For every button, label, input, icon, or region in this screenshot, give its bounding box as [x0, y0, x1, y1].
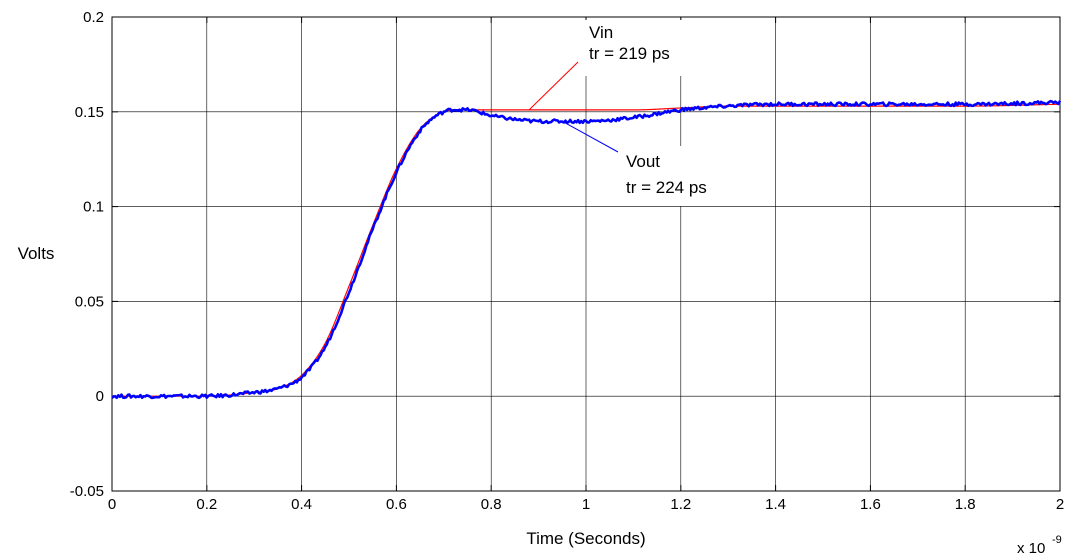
y-tick-label: 0: [96, 388, 104, 405]
x-tick-label: 1: [582, 496, 590, 513]
x-axis-ticks: 0 0.2 0.4 0.6 0.8 1 1.2 1.4 1.6 1.8 2: [108, 17, 1064, 513]
annotation-leader-vin: [528, 61, 579, 111]
series-line-vout: [111, 99, 1062, 400]
annotation-text-vin: Vin: [589, 23, 613, 42]
x-tick-label: 2: [1056, 496, 1064, 513]
x-tick-label: 0: [108, 496, 116, 513]
y-tick-label: 0.15: [75, 104, 104, 121]
y-tick-label: -0.05: [70, 483, 104, 500]
x-tick-label: 0.6: [386, 496, 407, 513]
x-scale-multiplier: x 10: [1017, 540, 1045, 557]
grid-lines: [112, 17, 1060, 491]
annotation-background: [582, 20, 702, 76]
series-group: [111, 99, 1062, 400]
x-scale-exponent: -9: [1052, 534, 1062, 546]
annotation-text-vout: Vout: [626, 152, 660, 171]
annotation-background: [606, 146, 746, 206]
x-tick-label: 0.2: [196, 496, 217, 513]
annotation-text-vout: tr = 224 ps: [626, 178, 707, 197]
x-tick-label: 0.8: [481, 496, 502, 513]
y-tick-label: 0.1: [83, 199, 104, 216]
x-tick-label: 1.8: [955, 496, 976, 513]
x-tick-label: 1.2: [670, 496, 691, 513]
annotation-text-vin: tr = 219 ps: [589, 44, 670, 63]
y-axis-label: Volts: [18, 244, 55, 263]
y-tick-label: 0.2: [83, 9, 104, 26]
x-axis-label: Time (Seconds): [526, 529, 645, 548]
x-tick-label: 1.4: [765, 496, 786, 513]
x-tick-label: 1.6: [860, 496, 881, 513]
annotation-leader-vout: [562, 120, 619, 153]
y-axis-ticks: -0.05 0 0.05 0.1 0.15 0.2: [70, 9, 1060, 500]
annotations: Vin tr = 219 ps Vout tr = 224 ps: [528, 20, 746, 206]
y-tick-label: 0.05: [75, 293, 104, 310]
x-tick-label: 0.4: [291, 496, 312, 513]
